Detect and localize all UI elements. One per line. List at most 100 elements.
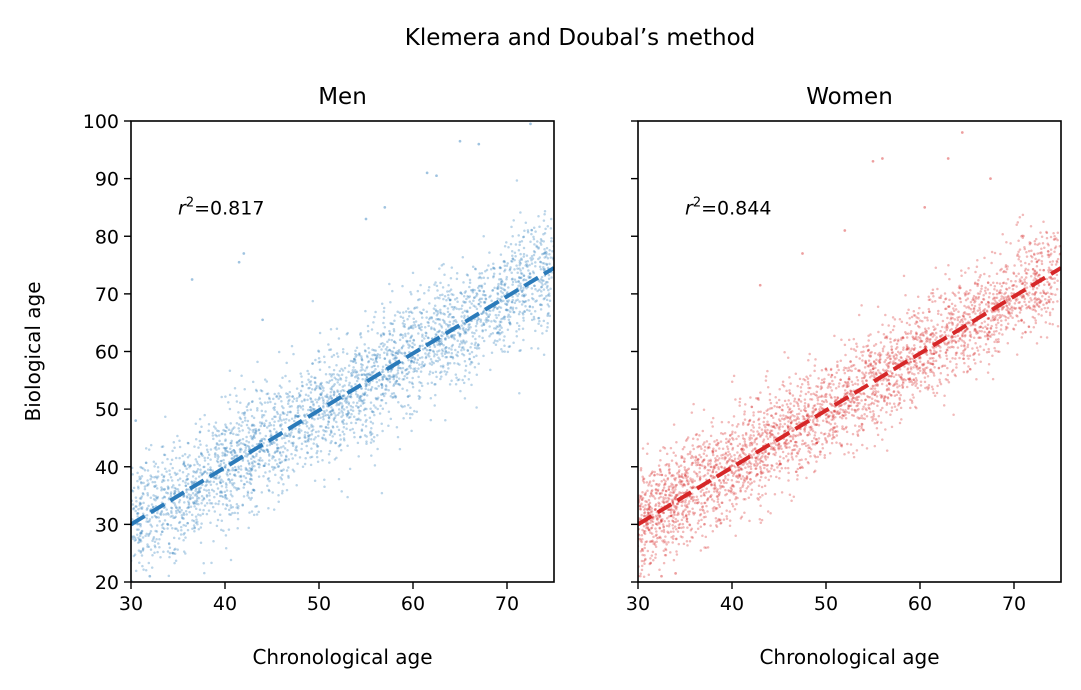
scatter-point (741, 475, 745, 478)
scatter-point (311, 362, 314, 365)
scatter-point (744, 433, 748, 436)
scatter-point (281, 410, 285, 414)
scatter-point (517, 279, 520, 283)
scatter-point (146, 483, 150, 487)
scatter-point (168, 546, 172, 549)
scatter-point (217, 464, 221, 468)
scatter-point (405, 341, 409, 344)
scatter-point (269, 433, 273, 436)
scatter-point (286, 449, 289, 452)
scatter-point (460, 349, 463, 352)
scatter-point (1045, 236, 1049, 240)
scatter-point (263, 450, 266, 454)
scatter-point (463, 397, 467, 400)
scatter-point (761, 440, 765, 443)
scatter-point (349, 428, 352, 432)
scatter-point (445, 370, 449, 374)
scatter-point (351, 427, 354, 431)
scatter-point (502, 288, 506, 291)
scatter-point (436, 296, 439, 299)
scatter-point (986, 281, 990, 285)
scatter-point (492, 267, 496, 270)
scatter-point (309, 456, 312, 459)
scatter-point (743, 438, 746, 441)
scatter-point (337, 378, 340, 382)
scatter-point (160, 489, 163, 492)
scatter-point (157, 516, 160, 519)
scatter-point (475, 354, 478, 358)
scatter-point (828, 402, 832, 406)
scatter-point (883, 395, 887, 398)
scatter-point (798, 431, 802, 435)
scatter-point (420, 312, 423, 315)
scatter-point (281, 473, 284, 477)
scatter-point (749, 482, 752, 486)
scatter-point (443, 304, 447, 308)
scatter-point (492, 262, 495, 266)
y-tick-label: 30 (95, 514, 119, 536)
scatter-point (229, 513, 232, 517)
scatter-point (204, 480, 208, 484)
scatter-point (545, 263, 549, 266)
scatter-point (250, 466, 254, 470)
scatter-point (303, 415, 307, 419)
scatter-point (503, 283, 506, 286)
scatter-point (359, 336, 363, 339)
scatter-point (392, 392, 396, 395)
scatter-point (1053, 246, 1057, 250)
scatter-point (212, 437, 215, 441)
scatter-point (156, 470, 160, 473)
scatter-point (1045, 231, 1049, 235)
scatter-point (142, 501, 145, 505)
scatter-point (545, 298, 549, 302)
scatter-point (948, 329, 952, 332)
scatter-point (531, 305, 535, 309)
scatter-point (237, 465, 240, 468)
scatter-point (252, 489, 256, 492)
scatter-point (517, 328, 521, 331)
scatter-point (272, 466, 276, 469)
scatter-point (300, 429, 303, 432)
scatter-point (178, 483, 181, 487)
scatter-point (767, 478, 771, 482)
scatter-point (441, 349, 445, 353)
scatter-point (1033, 298, 1036, 301)
scatter-point (505, 275, 509, 279)
scatter-point (403, 352, 407, 355)
scatter-point (433, 404, 436, 407)
scatter-point (371, 348, 374, 352)
scatter-point (466, 328, 470, 332)
scatter-point (247, 526, 250, 530)
scatter-point (543, 251, 547, 255)
scatter-point (739, 490, 742, 493)
scatter-point (1035, 302, 1039, 305)
scatter-point (515, 334, 519, 338)
scatter-point (341, 351, 345, 354)
scatter-point (335, 352, 339, 355)
scatter-point (733, 457, 737, 460)
scatter-point (500, 317, 503, 321)
scatter-point (395, 379, 398, 383)
scatter-point (223, 433, 227, 436)
scatter-point (249, 473, 253, 476)
scatter-point (196, 491, 199, 494)
scatter-point (905, 357, 908, 361)
scatter-point (537, 322, 540, 326)
scatter-point (505, 303, 509, 306)
scatter-point (411, 327, 415, 330)
scatter-point (868, 407, 871, 410)
scatter-point (878, 361, 882, 364)
scatter-point (471, 265, 475, 269)
scatter-point (874, 366, 877, 370)
scatter-point (433, 383, 436, 386)
scatter-point (754, 459, 757, 462)
scatter-point (878, 351, 881, 355)
scatter-point (1005, 282, 1008, 285)
scatter-point (250, 468, 253, 471)
scatter-point (644, 493, 647, 497)
scatter-point (310, 433, 314, 436)
scatter-point (981, 326, 985, 330)
scatter-point (352, 415, 356, 419)
scatter-point (153, 485, 156, 488)
scatter-point (798, 462, 801, 466)
